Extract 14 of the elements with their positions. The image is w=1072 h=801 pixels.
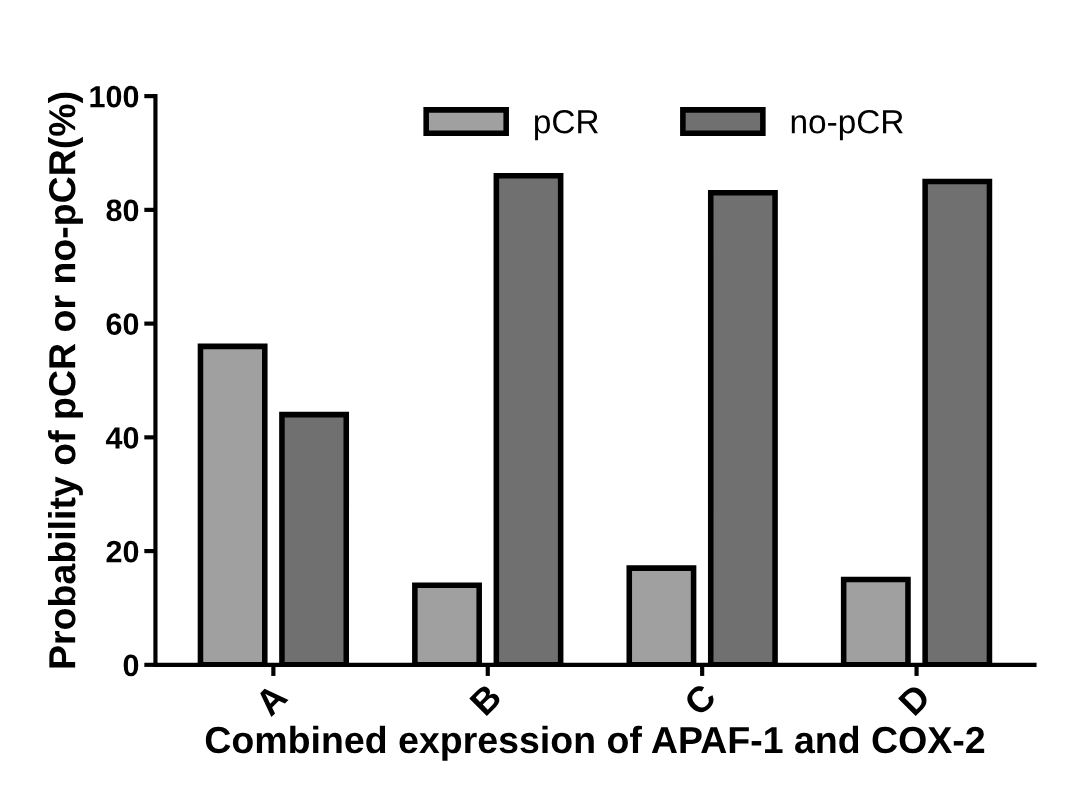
y-tick-label: 0 [123, 654, 139, 677]
x-tick-label: A [253, 682, 289, 718]
y-tick-label: 80 [106, 199, 139, 222]
x-axis-title: Combined expression of APAF-1 and COX-2 [205, 725, 985, 761]
x-tick-label: B [469, 682, 503, 717]
x-tick-label: D [898, 682, 932, 717]
y-tick-label: 100 [90, 85, 139, 108]
legend-label: pCR [535, 109, 598, 141]
legend-label: no-pCR [791, 109, 903, 141]
y-tick-label: 40 [105, 427, 139, 449]
x-tick-label: C [682, 682, 718, 717]
y-tick-label: 20 [106, 540, 139, 563]
y-axis-title: Probability of pCR or no-pCR(%) [47, 92, 83, 668]
y-tick-label: 60 [106, 313, 139, 335]
